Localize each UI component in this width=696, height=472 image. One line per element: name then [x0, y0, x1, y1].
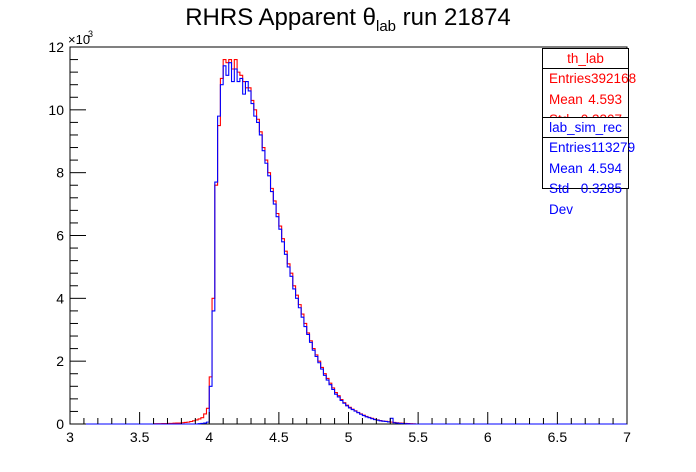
x-tick-label: 5 — [345, 429, 353, 445]
stats-name: th_lab — [543, 49, 628, 69]
x-tick-label: 6.5 — [548, 429, 568, 445]
chart-title: RHRS Apparent θlab run 21874 — [185, 4, 511, 35]
y-multiplier-label: ×10 — [68, 32, 90, 47]
y-tick-label: 4 — [56, 290, 64, 306]
stats-entries-value: 113279 — [591, 140, 636, 155]
y-tick-label: 2 — [56, 353, 64, 369]
x-tick-label: 5.5 — [408, 429, 428, 445]
x-tick-label: 6 — [484, 429, 492, 445]
y-tick-label: 0 — [56, 416, 64, 432]
x-tick-label: 3.5 — [130, 429, 150, 445]
x-tick-label: 4.5 — [269, 429, 289, 445]
y-tick-label: 8 — [56, 165, 64, 181]
stats-box-lab-sim-rec: lab_sim_rec Entries 113279 Mean 4.594 Std … — [542, 117, 635, 217]
x-tick-label: 4 — [205, 429, 213, 445]
stats-std-value: 0.3285 — [580, 181, 622, 196]
stats-entries-label: Entries — [549, 140, 592, 155]
stats-entries-value: 392168 — [591, 71, 637, 86]
x-tick-label: 3 — [66, 429, 74, 445]
stats-name: lab_sim_rec — [543, 118, 628, 138]
y-tick-label: 6 — [56, 228, 64, 244]
y-tick-label: 12 — [48, 39, 64, 55]
y-tick-label: 10 — [48, 102, 64, 118]
stats-mean-value: 4.593 — [588, 91, 622, 107]
stats-entries-label: Entries — [549, 71, 592, 86]
x-tick-label: 7 — [623, 429, 631, 445]
stats-mean-value: 4.594 — [588, 160, 622, 176]
stats-mean-label: Mean — [549, 160, 583, 176]
y-multiplier-exponent: 3 — [88, 29, 93, 39]
stats-std-label: Std Dev — [549, 181, 574, 217]
stats-mean-label: Mean — [549, 91, 583, 107]
